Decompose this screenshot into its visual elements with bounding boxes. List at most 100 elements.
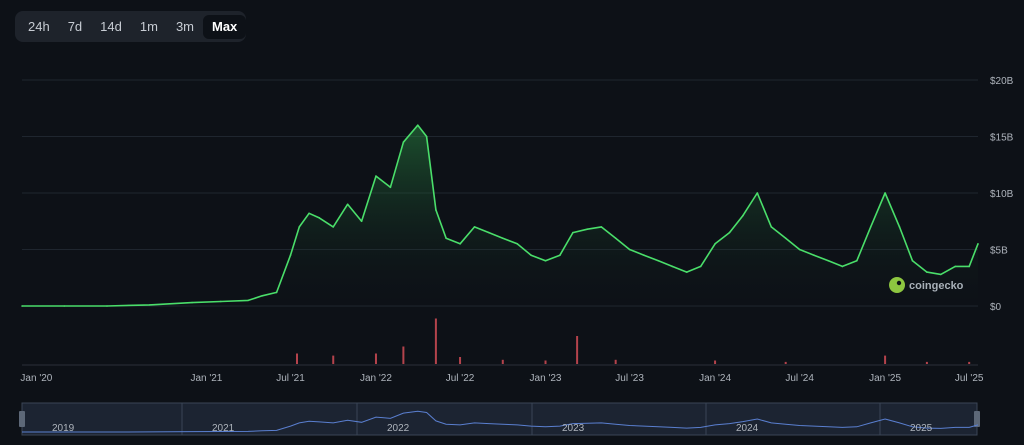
series-point <box>855 260 858 262</box>
series-group <box>21 124 979 307</box>
series-point <box>798 248 801 251</box>
volume-bar <box>576 336 579 364</box>
volume-bar <box>501 359 504 364</box>
navigator-label: 2025 <box>910 423 933 434</box>
navigator-label: 2023 <box>562 423 585 434</box>
series-point <box>628 248 631 251</box>
series-point <box>63 305 66 307</box>
series-point <box>911 260 914 262</box>
series-point <box>21 305 23 307</box>
series-point <box>247 299 250 302</box>
series-point <box>473 226 476 228</box>
x-tick-label: Jul '22 <box>446 373 475 384</box>
series-point <box>827 260 830 262</box>
x-tick-label: Jul '25 <box>955 373 984 384</box>
series-point <box>954 265 957 268</box>
navigator-handle-left[interactable] <box>19 411 25 427</box>
series-point <box>516 243 518 245</box>
series-point <box>544 260 547 262</box>
series-point <box>416 124 419 126</box>
series-point <box>459 243 461 245</box>
watermark: coingecko <box>889 277 964 293</box>
series-point <box>435 209 437 211</box>
range-button-1m[interactable]: 1m <box>139 19 158 34</box>
series-point <box>261 295 263 297</box>
range-button-3m[interactable]: 3m <box>175 19 194 34</box>
series-point <box>841 265 844 268</box>
series-point <box>191 301 193 304</box>
navigator-window[interactable] <box>21 402 978 436</box>
navigator-label: 2022 <box>387 423 410 434</box>
grid-lines <box>22 79 978 366</box>
navigator-handle-right[interactable] <box>974 411 980 427</box>
series-point <box>614 237 617 239</box>
series-point <box>926 271 928 273</box>
range-button-24h[interactable]: 24h <box>28 19 50 34</box>
series-point <box>318 217 321 219</box>
navigator-labels: 2019 2021 2022 2023 2024 2025 <box>52 423 933 434</box>
series-point <box>728 231 731 234</box>
series-point <box>813 254 815 256</box>
range-button-14d[interactable]: 14d <box>100 19 122 34</box>
y-tick-label: $10B <box>990 189 1014 200</box>
series-point <box>375 175 377 177</box>
series-point <box>770 226 773 228</box>
range-navigator[interactable]: 2019 2021 2022 2023 2024 2025 <box>19 402 980 436</box>
volume-bar <box>968 361 971 364</box>
series-point <box>308 212 310 215</box>
series-point <box>685 271 688 273</box>
volume-bar <box>784 361 787 364</box>
volume-bar <box>296 353 299 364</box>
series-point <box>742 214 744 217</box>
volume-bar <box>332 355 335 364</box>
coingecko-logo-icon <box>889 277 905 293</box>
series-point <box>488 231 490 234</box>
volume-bar <box>614 359 617 364</box>
range-button-max[interactable]: Max <box>203 14 247 39</box>
x-axis: Jan '20 Jan '21 Jul '21 Jan '22 Jul '22 Jan '… <box>20 373 983 384</box>
series-point <box>289 254 292 256</box>
volume-bar <box>434 318 437 364</box>
y-tick-label: $0 <box>990 302 1002 313</box>
volume-bar <box>925 361 928 364</box>
x-tick-label: Jan '24 <box>699 373 731 384</box>
x-tick-label: Jan '22 <box>360 373 392 384</box>
series-point <box>643 254 645 256</box>
time-range-selector: 24h 7d 14d 1m 3m Max <box>15 11 247 42</box>
x-tick-label: Jan '25 <box>869 373 901 384</box>
volume-bar <box>459 357 462 364</box>
coingecko-logo-eye <box>896 280 902 286</box>
series-point <box>389 186 392 189</box>
series-point <box>346 203 349 206</box>
volume-bar <box>884 355 887 364</box>
series-point <box>940 273 942 276</box>
series-point <box>968 265 970 268</box>
watermark-text: coingecko <box>909 280 964 292</box>
series-point <box>572 231 574 234</box>
series-point <box>445 237 447 239</box>
series-point <box>784 237 787 239</box>
x-tick-label: Jul '21 <box>276 373 305 384</box>
series-point <box>657 260 660 262</box>
series-point <box>714 243 716 245</box>
x-tick-label: Jul '23 <box>615 373 644 384</box>
volume-bars <box>296 318 971 364</box>
range-button-7d[interactable]: 7d <box>67 19 83 34</box>
x-tick-label: Jan '23 <box>530 373 562 384</box>
series-point <box>869 226 872 228</box>
series-point <box>275 291 278 294</box>
volume-bar <box>714 360 717 364</box>
navigator-label: 2024 <box>736 423 759 434</box>
series-area <box>22 125 978 306</box>
navigator-series-line <box>22 410 979 433</box>
series-point <box>298 226 301 228</box>
series-point <box>586 228 589 230</box>
series-point <box>402 141 405 143</box>
series-point <box>530 254 532 256</box>
y-axis: $0 $5B $10B $15B $20B <box>990 76 1014 313</box>
y-tick-label: $5B <box>990 246 1008 257</box>
volume-bar <box>544 360 547 364</box>
series-point <box>756 192 759 194</box>
series-point <box>106 305 108 307</box>
